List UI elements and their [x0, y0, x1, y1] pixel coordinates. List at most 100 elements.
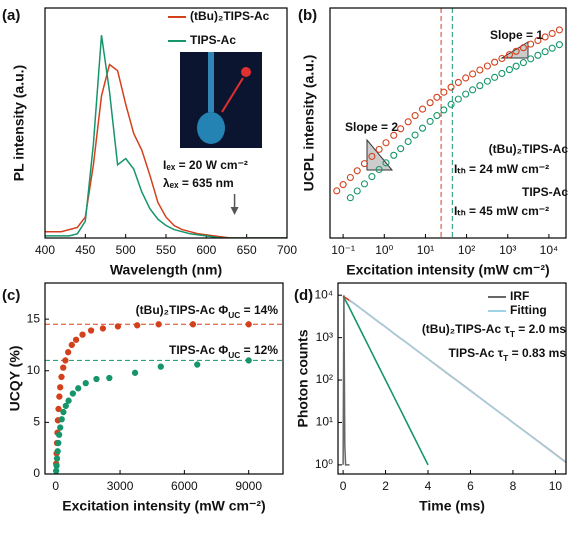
data-point	[82, 379, 89, 387]
data-point	[411, 131, 419, 139]
data-point	[72, 336, 80, 343]
data-point	[375, 165, 383, 174]
y-tick-label: 10⁴	[314, 287, 333, 301]
data-point	[69, 390, 77, 397]
data-point	[353, 187, 361, 195]
x-tick-label: 500	[116, 243, 136, 257]
data-point	[360, 180, 369, 188]
x-tick-label: 10²	[458, 243, 475, 257]
data-point	[134, 322, 141, 329]
x-tick-label: 2	[382, 479, 389, 493]
data-point	[498, 54, 506, 63]
series-line	[45, 35, 287, 238]
x-tick-label: 10⁻¹	[331, 243, 355, 257]
x-tick-label: 4	[425, 479, 432, 493]
text-part: TIPS-Ac Φ	[169, 343, 228, 357]
x-tick-label: 3000	[107, 479, 134, 493]
data-point	[476, 66, 484, 74]
y-axis-title: Photon counts	[295, 329, 311, 427]
data-point	[548, 29, 556, 38]
data-point	[368, 152, 376, 160]
data-point	[53, 455, 61, 462]
panel-label: (b)	[298, 7, 317, 24]
text-part: = 12%	[240, 343, 278, 357]
y-tick-label: 10²	[316, 372, 333, 386]
y-tick-label: 10¹	[316, 415, 333, 429]
data-point	[527, 40, 535, 48]
data-point	[189, 321, 197, 328]
data-point	[56, 393, 63, 400]
data-point	[106, 374, 113, 382]
data-point	[411, 112, 419, 120]
data-point	[512, 47, 520, 55]
data-point	[62, 402, 69, 410]
data-point	[462, 74, 470, 82]
data-point	[397, 145, 405, 153]
data-point	[194, 361, 201, 368]
data-point	[426, 99, 434, 107]
annotation: Iₜₕ = 24 mW cm⁻²	[454, 162, 549, 176]
data-point	[114, 323, 122, 330]
x-tick-label: 9000	[235, 479, 262, 493]
legend-label: IRF	[510, 289, 529, 303]
data-point	[339, 181, 347, 189]
data-point	[541, 48, 549, 56]
data-point	[491, 73, 499, 81]
data-point	[469, 70, 477, 78]
panel-label: (c)	[2, 287, 20, 304]
annotation: Slope = 2	[345, 120, 398, 134]
plot-frame	[337, 282, 567, 475]
plot-frame	[329, 7, 567, 239]
data-point	[505, 66, 514, 74]
data-point	[418, 105, 427, 113]
y-tick-label: 5	[33, 415, 40, 429]
data-point	[75, 385, 82, 392]
data-point	[60, 364, 67, 371]
data-point	[404, 137, 412, 146]
slope-triangle	[500, 41, 529, 59]
data-point	[65, 349, 72, 356]
x-tick-label: 10³	[499, 243, 516, 257]
data-point	[390, 131, 398, 139]
x-tick-label: 10	[549, 479, 563, 493]
series-line	[349, 299, 566, 463]
y-axis-title: UCQY (%)	[7, 346, 23, 412]
data-point	[548, 44, 556, 52]
data-point	[57, 384, 64, 391]
inset-photo	[180, 52, 262, 148]
annotation: TIPS-Ac τT = 0.83 ms	[448, 346, 566, 363]
text-part: (tBu)₂TIPS-Ac Φ	[136, 303, 229, 317]
slope-triangle	[366, 138, 394, 171]
data-point	[58, 373, 65, 381]
data-point	[60, 408, 67, 416]
data-point	[440, 106, 448, 114]
data-point	[65, 397, 72, 404]
data-point	[353, 167, 361, 175]
data-point	[62, 357, 69, 364]
series-line	[342, 295, 429, 466]
text-part: = 2.0 ms	[515, 322, 566, 336]
x-tick-label: 550	[156, 243, 176, 257]
x-tick-label: 6	[467, 479, 474, 493]
data-point	[382, 159, 390, 167]
annotation: λₑₓ = 635 nm	[163, 176, 234, 190]
y-tick-label: 10⁰	[315, 457, 333, 471]
excitation-arrow-head	[230, 207, 239, 215]
annotation: Iₑₓ = 20 W cm⁻²	[163, 158, 248, 172]
data-point	[469, 86, 477, 94]
text-part: = 14%	[240, 303, 278, 317]
data-point	[498, 69, 506, 78]
x-axis-title: Excitation intensity (mW cm⁻²)	[346, 262, 549, 278]
data-point	[454, 78, 462, 86]
x-tick-label: 700	[277, 243, 297, 257]
y-tick-label: 10³	[316, 330, 333, 344]
text-part: TIPS-Ac τ	[448, 346, 503, 360]
data-point	[155, 321, 162, 328]
x-axis-title: Time (ms)	[419, 498, 485, 514]
x-axis-title: Wavelength (nm)	[110, 262, 222, 278]
x-tick-label: 0	[52, 479, 59, 493]
data-point	[491, 58, 499, 66]
annotation: (tBu)₂TIPS-Ac τT = 2.0 ms	[422, 322, 567, 339]
data-point	[476, 82, 484, 90]
annotation: TIPS-Ac ΦUC = 12%	[169, 343, 278, 360]
